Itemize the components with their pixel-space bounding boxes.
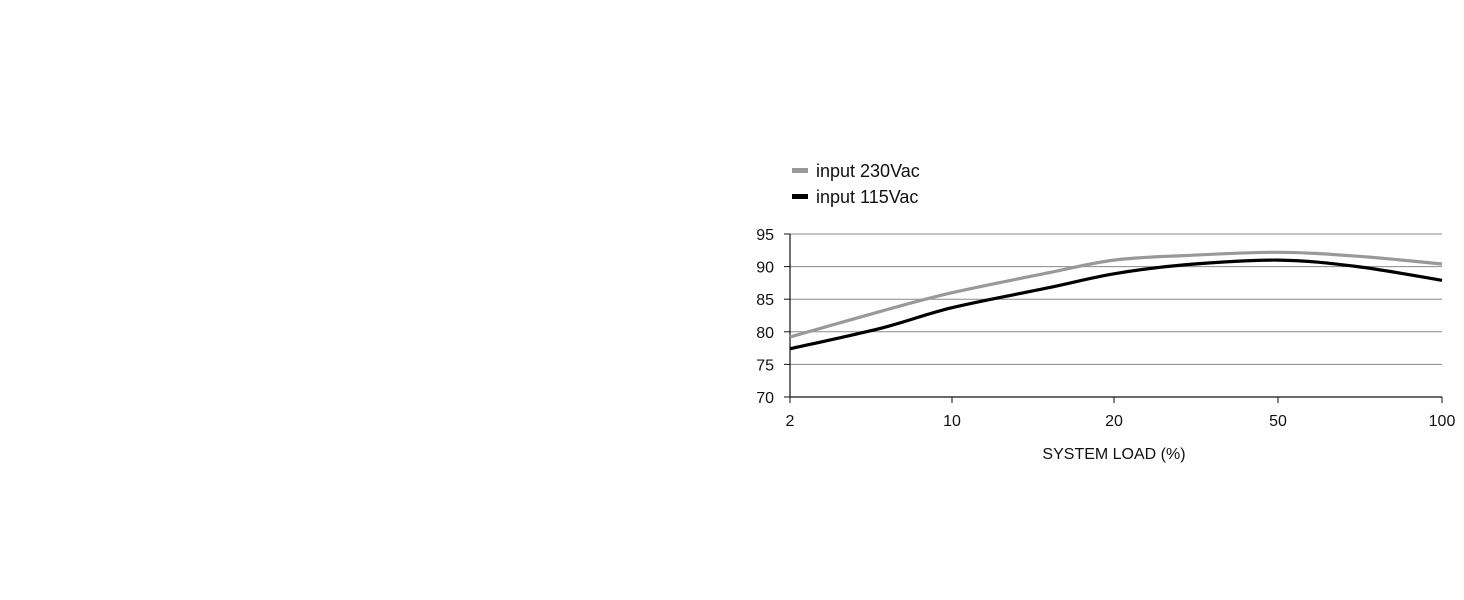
series-line-input-115vac [789,258,1443,351]
axes [789,234,1442,398]
legend-swatch-input-115vac [792,194,808,199]
series-line-input-230vac [789,250,1443,339]
x-tick-label-2: 2 [786,413,795,430]
x-tick-label-100: 100 [1429,413,1456,430]
legend-label-input-230vac: input 230Vac [816,161,920,181]
legend: input 230Vac input 115Vac [792,161,920,207]
y-tick-label-75: 75 [756,357,774,374]
series-lines [789,250,1443,351]
legend-swatch-input-230vac [792,168,808,173]
y-tick-label-80: 80 [756,325,774,342]
y-tick-label-90: 90 [756,260,774,277]
grid-lines [790,233,1442,365]
x-tick-labels: 2 10 20 50 100 [786,397,1456,430]
x-axis-title: SYSTEM LOAD (%) [1042,446,1185,463]
legend-label-input-115vac: input 115Vac [816,187,918,207]
y-tick-label-70: 70 [756,390,774,407]
x-tick-label-10: 10 [943,413,961,430]
y-tick-labels: 70 75 80 85 90 95 [756,227,790,407]
x-tick-label-50: 50 [1269,413,1287,430]
y-tick-label-85: 85 [756,292,774,309]
y-tick-label-95: 95 [756,227,774,244]
x-tick-label-20: 20 [1105,413,1123,430]
